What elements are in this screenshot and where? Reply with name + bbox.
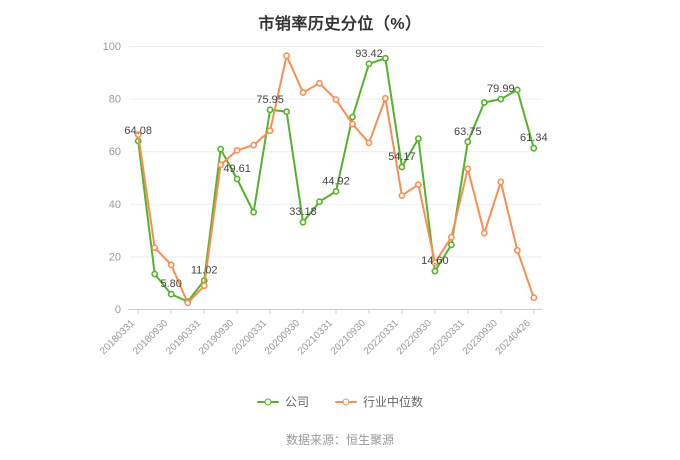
y-axis-tick-label-20: 20 [109, 251, 121, 263]
data-point-company-2[interactable] [167, 290, 175, 298]
data-point-industry-median-1[interactable] [151, 244, 159, 252]
data-point-industry-median-4[interactable] [200, 282, 208, 290]
data-point-industry-median-8[interactable] [266, 127, 274, 135]
data-point-industry-median-23[interactable] [513, 246, 521, 254]
data-point-industry-median-14[interactable] [365, 139, 373, 147]
data-point-company-20[interactable] [464, 138, 472, 146]
legend-item-industry-median[interactable]: 行业中位数 [335, 393, 423, 410]
data-point-industry-median-6[interactable] [233, 146, 241, 154]
data-point-industry-median-13[interactable] [349, 120, 356, 128]
data-point-company-19[interactable] [447, 241, 455, 249]
data-point-company-7[interactable] [250, 208, 257, 216]
data-point-industry-median-15[interactable] [381, 94, 389, 102]
data-point-industry-median-10[interactable] [299, 89, 307, 96]
data-point-industry-median-22[interactable] [497, 178, 505, 186]
chart-title: 市销率历史分位（%） [258, 16, 422, 33]
data-point-industry-median-17[interactable] [414, 181, 422, 188]
data-point-company-17[interactable] [414, 135, 422, 142]
data-point-company-10[interactable] [299, 218, 307, 226]
y-axis-tick-label-0: 0 [115, 304, 121, 316]
legend: 公司 行业中位数 [0, 393, 680, 410]
data-point-industry-median-20[interactable] [464, 165, 472, 173]
point-label-44.92: 44.92 [322, 175, 350, 187]
data-point-industry-median-21[interactable] [480, 229, 488, 237]
data-point-industry-median-3[interactable] [184, 299, 192, 307]
point-label-79.99: 79.99 [487, 83, 515, 95]
y-axis-tick-label-40: 40 [109, 199, 121, 211]
data-point-industry-median-12[interactable] [332, 96, 340, 103]
data-point-company-13[interactable] [349, 113, 356, 121]
data-point-industry-median-24[interactable] [530, 294, 538, 302]
data-point-industry-median-0[interactable] [134, 131, 142, 138]
legend-label-company: 公司 [284, 395, 309, 409]
y-axis-tick-label-60: 60 [109, 146, 121, 158]
data-point-company-18[interactable] [431, 267, 439, 275]
point-label-33.18: 33.18 [289, 206, 317, 218]
data-point-company-6[interactable] [233, 175, 241, 183]
data-point-industry-median-9[interactable] [283, 52, 290, 60]
y-axis-tick-label-100: 100 [103, 41, 121, 53]
y-axis-tick-label-80: 80 [109, 94, 121, 106]
industry-line-marker-icon [335, 397, 357, 406]
point-label-75.95: 75.95 [256, 94, 284, 106]
data-point-industry-median-7[interactable] [250, 141, 257, 149]
x-axis-tick-label-20240426: 20240426 [494, 318, 534, 358]
data-point-industry-median-16[interactable] [398, 192, 406, 199]
data-point-industry-median-18[interactable] [431, 259, 439, 267]
data-point-industry-median-2[interactable] [167, 261, 175, 269]
legend-label-industry-median: 行业中位数 [363, 395, 424, 409]
data-point-company-8[interactable] [266, 106, 274, 114]
data-point-company-22[interactable] [497, 95, 505, 103]
data-point-company-21[interactable] [480, 99, 488, 106]
legend-item-company[interactable]: 公司 [256, 393, 309, 410]
company-line-marker-icon [256, 397, 279, 406]
data-point-company-16[interactable] [398, 163, 406, 171]
data-point-company-23[interactable] [513, 86, 521, 94]
point-label-64.08: 64.08 [124, 125, 152, 137]
data-point-company-12[interactable] [332, 187, 340, 195]
data-point-company-5[interactable] [217, 145, 224, 153]
data-point-company-15[interactable] [381, 54, 389, 62]
data-point-industry-median-5[interactable] [217, 161, 224, 169]
point-label-54.17: 54.17 [388, 151, 416, 163]
point-label-14.60: 14.60 [421, 255, 449, 267]
data-point-industry-median-19[interactable] [447, 233, 455, 241]
data-source-note: 数据来源：恒生聚源 [285, 433, 394, 447]
point-label-93.42: 93.42 [355, 48, 383, 60]
data-point-company-1[interactable] [151, 270, 159, 278]
data-point-company-14[interactable] [365, 60, 373, 68]
data-point-company-11[interactable] [316, 198, 323, 206]
point-label-49.61: 49.61 [223, 163, 251, 175]
data-point-industry-median-11[interactable] [316, 79, 323, 87]
data-point-company-24[interactable] [530, 144, 538, 152]
point-label-63.75: 63.75 [454, 126, 482, 138]
point-label-61.34: 61.34 [520, 132, 548, 144]
data-point-company-9[interactable] [283, 108, 290, 116]
point-label-11.02: 11.02 [191, 265, 218, 277]
point-label-5.80: 5.80 [160, 278, 181, 290]
